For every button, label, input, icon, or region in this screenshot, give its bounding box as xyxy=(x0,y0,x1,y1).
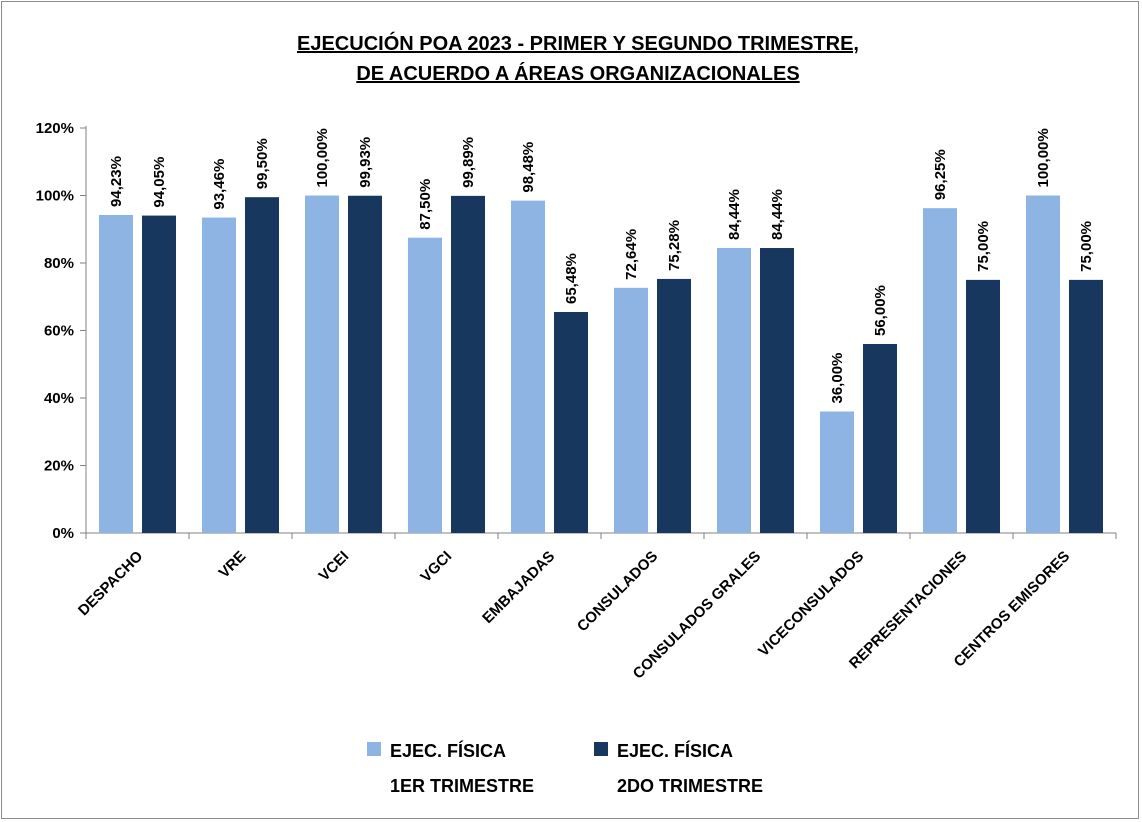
legend-label: 2DO TRIMESTRE xyxy=(617,776,763,796)
category-label: DESPACHO xyxy=(75,548,147,620)
data-label: 94,05% xyxy=(151,157,168,208)
y-tick-label: 20% xyxy=(44,458,74,475)
data-label: 93,46% xyxy=(211,159,228,210)
category-label: VICECONSULADOS xyxy=(755,548,867,660)
data-label: 75,28% xyxy=(666,220,683,271)
chart-title: EJECUCIÓN POA 2023 - PRIMER Y SEGUNDO TR… xyxy=(297,31,859,85)
bar xyxy=(245,197,279,533)
data-label: 75,00% xyxy=(975,221,992,272)
bar xyxy=(863,344,897,533)
y-tick-label: 100% xyxy=(36,188,74,205)
bar xyxy=(511,200,545,533)
data-label: 75,00% xyxy=(1078,221,1095,272)
data-label: 94,23% xyxy=(108,156,125,207)
legend: EJEC. FÍSICA 1ER TRIMESTRE EJEC. FÍSICA 2DO… xyxy=(367,740,763,796)
bar xyxy=(820,411,854,533)
data-label: 99,89% xyxy=(460,137,477,188)
category-label: VGCI xyxy=(417,548,455,586)
category-label: VCEI xyxy=(316,548,353,585)
bar xyxy=(1069,279,1103,533)
legend-label: EJEC. FÍSICA xyxy=(390,740,506,761)
bar xyxy=(1026,195,1060,533)
y-tick-label: 60% xyxy=(44,323,74,340)
chart-title-line: DE ACUERDO A ÁREAS ORGANIZACIONALES xyxy=(356,62,799,85)
y-tick-label: 0% xyxy=(52,525,74,542)
data-label: 65,48% xyxy=(563,253,580,304)
y-tick-label: 40% xyxy=(44,390,74,407)
bar xyxy=(348,195,382,533)
data-label: 84,44% xyxy=(726,189,743,240)
category-label: EMBAJADAS xyxy=(479,548,558,627)
legend-label: 1ER TRIMESTRE xyxy=(390,776,534,796)
category-label: CONSULADOS xyxy=(574,548,661,635)
category-label: REPRESENTACIONES xyxy=(846,548,970,672)
data-label: 99,93% xyxy=(357,137,374,188)
bar xyxy=(966,279,1000,533)
legend-label: EJEC. FÍSICA xyxy=(617,740,733,761)
bar xyxy=(451,195,485,533)
bar xyxy=(99,214,133,533)
bar xyxy=(202,217,236,533)
data-label: 84,44% xyxy=(769,189,786,240)
bar xyxy=(408,237,442,533)
bar xyxy=(554,312,588,533)
legend-swatch xyxy=(367,742,381,756)
data-labels: 94,23% 94,05% 93,46% 99,50% 100,00% 99,93% 87,… xyxy=(108,128,1095,403)
data-label: 99,50% xyxy=(254,138,271,189)
chart-title-line: EJECUCIÓN POA 2023 - PRIMER Y SEGUNDO TR… xyxy=(297,31,859,55)
data-label: 56,00% xyxy=(872,285,889,336)
y-tick-label: 120% xyxy=(36,120,74,137)
data-label: 98,48% xyxy=(520,142,537,193)
data-label: 100,00% xyxy=(1035,128,1052,187)
bar xyxy=(717,248,751,533)
x-axis: DESPACHO VRE VCEI VGCI EMBAJADAS CONSULADOSCO… xyxy=(75,548,1073,683)
data-label: 36,00% xyxy=(829,353,846,404)
data-label: 100,00% xyxy=(314,128,331,187)
bar xyxy=(657,278,691,533)
bars xyxy=(99,195,1103,534)
bar xyxy=(305,195,339,533)
data-label: 72,64% xyxy=(623,229,640,280)
category-label: CENTROS EMISORES xyxy=(951,548,1074,671)
category-label: VRE xyxy=(215,548,249,582)
data-label: 87,50% xyxy=(417,179,434,230)
bar xyxy=(142,215,176,534)
data-label: 96,25% xyxy=(932,149,949,200)
legend-swatch xyxy=(594,742,608,756)
bar xyxy=(614,287,648,533)
y-tick-label: 80% xyxy=(44,255,74,272)
bar xyxy=(923,208,957,533)
bar xyxy=(760,248,794,533)
